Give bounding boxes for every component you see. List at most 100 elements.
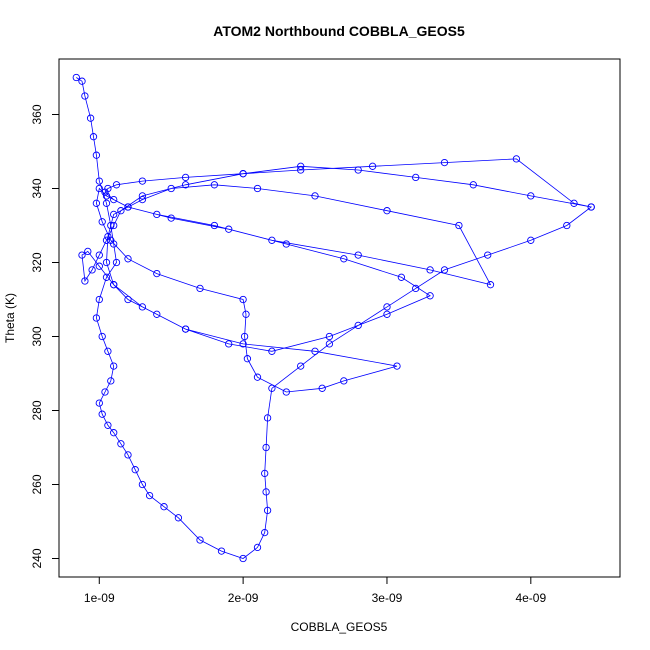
data-point (167, 184, 175, 193)
data-point (318, 384, 326, 392)
data-point (563, 221, 571, 230)
data-point (131, 466, 139, 474)
data-point (138, 177, 147, 185)
series-line (76, 77, 593, 559)
data-point (253, 543, 262, 552)
data-point (102, 273, 111, 281)
data-point (145, 491, 154, 500)
y-tick-label: 360 (30, 104, 44, 124)
data-point (311, 192, 319, 200)
x-tick-label: 1e-09 (84, 591, 115, 605)
plot-frame (58, 58, 621, 578)
data-point (92, 151, 101, 159)
data-point (354, 321, 362, 330)
data-point (181, 181, 190, 189)
data-point (84, 247, 92, 256)
data-point (95, 184, 103, 193)
data-point (239, 340, 247, 348)
data-point (98, 218, 106, 226)
data-point (297, 362, 305, 370)
data-point (101, 388, 109, 396)
data-point (104, 184, 112, 193)
data-point (426, 266, 434, 274)
x-tick-label: 4e-09 (515, 591, 546, 605)
data-point (138, 480, 147, 489)
x-axis-label: COBBLA_GEOS5 (291, 620, 388, 634)
data-point (174, 514, 183, 522)
data-point (110, 195, 118, 204)
y-tick-label: 260 (30, 474, 44, 494)
y-tick-label: 240 (30, 548, 44, 568)
data-point (98, 332, 106, 341)
data-point (153, 210, 161, 219)
data-point (263, 414, 272, 422)
data-point (112, 181, 121, 189)
data-point (95, 262, 103, 270)
data-point (95, 399, 103, 407)
data-point (124, 295, 132, 304)
data-point (225, 340, 233, 348)
data-point (243, 355, 252, 363)
data-point (104, 421, 112, 429)
data-point (89, 133, 98, 141)
data-point (340, 255, 348, 263)
data-point (181, 173, 190, 182)
data-point (153, 310, 161, 318)
data-point (153, 269, 161, 278)
data-point (527, 192, 535, 200)
data-point (354, 251, 362, 259)
y-tick-label: 280 (30, 400, 44, 420)
data-point (102, 258, 111, 267)
y-tick-label: 300 (30, 326, 44, 346)
data-point (81, 92, 89, 100)
data-point (412, 173, 420, 182)
data-point (282, 240, 290, 248)
data-point (311, 347, 319, 355)
data-point (325, 332, 334, 341)
data-point (196, 284, 204, 293)
data-point (110, 281, 118, 289)
data-point (210, 181, 219, 189)
data-point (527, 236, 535, 244)
data-point (587, 203, 595, 211)
data-point (124, 203, 132, 211)
x-axis: 1e-09 2e-09 3e-09 4e-09 (84, 577, 546, 605)
y-tick-label: 320 (30, 252, 44, 272)
data-point (297, 162, 305, 170)
data-point (225, 225, 233, 233)
data-point (240, 332, 249, 341)
data-point (81, 277, 89, 285)
series-layer (72, 73, 595, 563)
data-point (167, 214, 175, 222)
data-point (104, 347, 112, 355)
data-point (412, 284, 420, 293)
data-point (325, 340, 334, 348)
y-tick-label: 340 (30, 178, 44, 198)
data-point (455, 221, 463, 230)
data-point (262, 443, 270, 452)
data-point (253, 184, 262, 193)
data-point (262, 488, 270, 496)
data-point (268, 384, 276, 392)
data-point (383, 310, 391, 318)
data-point (78, 77, 86, 85)
data-point (217, 547, 226, 555)
data-point (368, 162, 377, 170)
data-point (95, 177, 103, 185)
data-point (124, 451, 132, 459)
x-tick-label: 2e-09 (228, 591, 259, 605)
data-point (196, 536, 204, 544)
data-point (282, 388, 290, 396)
data-point (261, 528, 269, 537)
data-point (570, 199, 578, 207)
data-point (138, 195, 147, 204)
data-point (102, 192, 111, 200)
data-point (393, 362, 401, 370)
data-point (239, 554, 247, 563)
data-point (110, 362, 118, 370)
data-point (160, 503, 168, 511)
data-point (440, 266, 449, 274)
data-point (397, 273, 406, 281)
data-point (512, 155, 521, 163)
